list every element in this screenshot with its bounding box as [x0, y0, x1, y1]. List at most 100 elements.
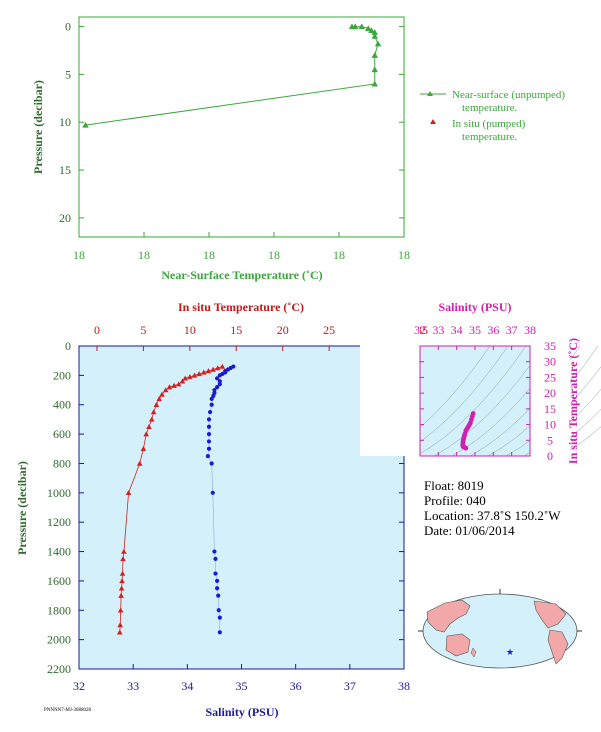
- near-surface-point-9: [371, 66, 378, 73]
- ts-right-ylabel: In situ Temperature (˚C): [566, 338, 580, 464]
- ts-xtick-label-5: 37: [506, 323, 518, 337]
- temperature-point-5: [196, 371, 202, 377]
- profile-ytick-label-10: 2000: [47, 633, 71, 647]
- near-surface-xtick-label-3: 18: [268, 248, 280, 262]
- float-location: Location: 37.8˚S 150.2˚W: [424, 508, 561, 523]
- ts-xtick-label-4: 36: [487, 323, 499, 337]
- map-land-asia: [426, 599, 471, 633]
- temperature-point-12: [166, 384, 173, 390]
- near-surface-ytick-label-4: 20: [59, 211, 71, 225]
- temperature-point-15: [156, 396, 163, 402]
- salinity-point-26: [213, 556, 218, 561]
- legend-marker-near-surface: [427, 91, 433, 96]
- ts-xtick-label-6: 38: [524, 323, 536, 337]
- near-surface-point-5: [371, 29, 378, 35]
- profile-panel: 0200400600800100012001400160018002000220…: [15, 300, 428, 719]
- near-surface-point-4: [368, 27, 375, 33]
- salinity-point-23: [209, 461, 214, 466]
- temperature-point-27: [119, 578, 125, 584]
- near-surface-ytick-label-1: 5: [65, 67, 71, 81]
- temperature-point-6: [191, 372, 198, 378]
- temperature-point-18: [148, 416, 155, 422]
- salinity-point-7: [215, 376, 220, 381]
- ts-ytick-label-2: 10: [544, 418, 556, 432]
- temperature-point-22: [136, 460, 143, 466]
- ts-top-xlabel: Salinity (PSU): [438, 300, 511, 314]
- profile-number: Profile: 040: [424, 493, 486, 508]
- temperature-point-32: [116, 629, 123, 635]
- salinity-point-9: [217, 382, 222, 387]
- profile-temp-tick-label-4: 20: [277, 323, 289, 337]
- near-surface-point-3: [365, 25, 372, 32]
- legend-label-near-surface-1: Near-surface (unpumped): [452, 89, 565, 101]
- temperature-point-9: [179, 378, 186, 384]
- location-map: ★: [418, 589, 582, 669]
- temperature-point-10: [175, 381, 182, 387]
- profile-date: Date: 01/06/2014: [424, 523, 515, 538]
- profile-sal-tick-label-5: 37: [344, 679, 356, 693]
- profile-temp-tick-label-5: 25: [323, 323, 335, 337]
- ts-xtick-label-0: 32: [414, 323, 426, 337]
- salinity-point-27: [213, 571, 218, 576]
- profile-plot-area: [78, 345, 405, 670]
- legend-marker-in-situ: [430, 119, 436, 124]
- near-surface-plot-area: [78, 16, 405, 238]
- temperature-point-14: [159, 391, 165, 397]
- salinity-point-29: [215, 586, 220, 591]
- profile-temp-tick-label-2: 10: [184, 323, 196, 337]
- profile-ylabel: Pressure (decibar): [15, 461, 29, 555]
- salinity-point-17: [206, 417, 212, 422]
- temperature-point-2: [210, 366, 216, 372]
- profile-ytick-label-2: 400: [53, 398, 71, 412]
- salinity-point-20: [206, 439, 212, 444]
- profile-ytick-label-9: 1800: [47, 603, 71, 617]
- ts-ytick-label-4: 20: [544, 386, 556, 400]
- near-surface-xtick-label-1: 18: [138, 248, 150, 262]
- ts-mask-left: [360, 306, 420, 456]
- profile-sal-tick-label-4: 36: [290, 679, 302, 693]
- profile-ytick-label-7: 1400: [47, 545, 71, 559]
- profile-ytick-label-8: 1600: [47, 574, 71, 588]
- salinity-point-30: [216, 593, 221, 598]
- temperature-point-11: [171, 382, 177, 388]
- temperature-point-0: [219, 363, 226, 369]
- near-surface-xtick-label-4: 18: [333, 248, 345, 262]
- near-surface-xtick-label-2: 18: [203, 248, 215, 262]
- ts-ytick-label-7: 35: [544, 339, 556, 353]
- near-surface-point-10: [371, 80, 378, 87]
- ts-xtick-label-3: 35: [469, 323, 481, 337]
- ts-point-20: [463, 445, 469, 451]
- salinity-point-22: [205, 454, 211, 459]
- ts-mask-right: [530, 306, 570, 456]
- near-surface-ylabel: Pressure (decibar): [31, 80, 45, 174]
- map-land-australia: [445, 633, 471, 657]
- near-surface-point-6: [371, 32, 378, 39]
- profile-temp-tick-label-0: 0: [94, 323, 100, 337]
- profile-bottom-xlabel: Salinity (PSU): [205, 705, 278, 719]
- near-surface-point-2: [358, 23, 365, 30]
- map-land-north-america: [533, 600, 567, 629]
- ts-ytick-label-3: 15: [544, 402, 556, 416]
- salinity-point-10: [215, 385, 220, 390]
- profile-ytick-label-0: 0: [65, 339, 71, 353]
- near-surface-point-11: [82, 121, 89, 128]
- ts-ytick-label-0: 0: [547, 449, 553, 463]
- profile-sal-tick-label-1: 33: [127, 679, 139, 693]
- profile-ytick-label-11: 2200: [47, 662, 71, 676]
- temperature-point-30: [117, 607, 124, 613]
- near-surface-point-8: [371, 52, 378, 58]
- temperature-point-23: [125, 490, 132, 496]
- salinity-point-6: [217, 373, 222, 378]
- profile-sal-tick-label-2: 34: [181, 679, 193, 693]
- temperature-point-31: [117, 622, 124, 628]
- temperature-point-20: [143, 431, 150, 437]
- temperature-point-24: [121, 548, 127, 554]
- temperature-point-3: [205, 368, 212, 374]
- ts-xtick-label-1: 33: [432, 323, 444, 337]
- float-number: Float: 8019: [424, 478, 484, 493]
- near-surface-xtick-label-5: 18: [398, 248, 410, 262]
- float-location-marker: ★: [506, 647, 514, 657]
- salinity-point-28: [215, 578, 220, 584]
- footer-code: PNNNN7-MJ-3088028: [44, 708, 91, 713]
